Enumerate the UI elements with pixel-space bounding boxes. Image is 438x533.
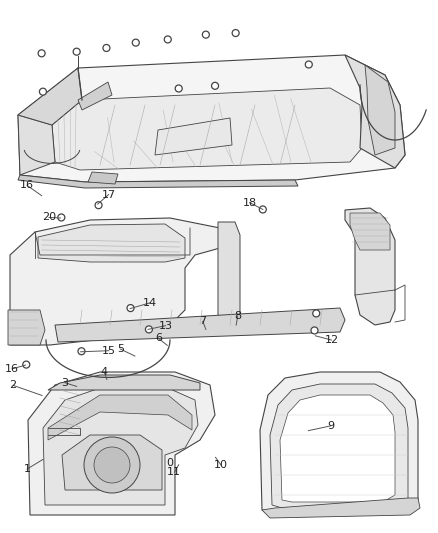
Circle shape: [311, 327, 318, 334]
Text: 13: 13: [159, 321, 173, 330]
Polygon shape: [345, 55, 405, 168]
Polygon shape: [8, 310, 45, 345]
Circle shape: [145, 326, 152, 333]
Text: 6: 6: [155, 334, 162, 343]
Polygon shape: [28, 372, 215, 515]
Polygon shape: [260, 372, 418, 515]
Polygon shape: [270, 384, 408, 508]
Circle shape: [305, 61, 312, 68]
Text: 14: 14: [143, 298, 157, 308]
Polygon shape: [62, 435, 162, 490]
Circle shape: [38, 50, 45, 57]
Polygon shape: [55, 308, 345, 342]
Polygon shape: [262, 498, 420, 518]
Text: 20: 20: [42, 213, 56, 222]
Text: 9: 9: [327, 421, 334, 431]
Polygon shape: [78, 82, 112, 110]
Polygon shape: [43, 388, 198, 505]
Polygon shape: [88, 172, 118, 184]
Circle shape: [103, 44, 110, 52]
Polygon shape: [18, 68, 82, 125]
Text: 17: 17: [102, 190, 116, 199]
Polygon shape: [155, 118, 232, 155]
Polygon shape: [345, 208, 395, 325]
Text: 10: 10: [214, 461, 228, 470]
Polygon shape: [38, 224, 185, 262]
Text: 3: 3: [61, 378, 68, 387]
Polygon shape: [48, 395, 192, 440]
Circle shape: [212, 82, 219, 90]
Text: 16: 16: [20, 181, 34, 190]
Polygon shape: [350, 213, 390, 250]
Text: 7: 7: [199, 317, 206, 326]
Polygon shape: [18, 175, 298, 188]
Text: 8: 8: [234, 311, 241, 321]
Text: 15: 15: [102, 346, 116, 356]
Circle shape: [84, 437, 140, 493]
Circle shape: [232, 29, 239, 37]
Circle shape: [202, 31, 209, 38]
Circle shape: [95, 201, 102, 209]
Circle shape: [132, 39, 139, 46]
Polygon shape: [10, 218, 220, 345]
Text: 18: 18: [243, 198, 257, 207]
Text: 16: 16: [5, 364, 19, 374]
Text: 1: 1: [24, 464, 31, 474]
Circle shape: [313, 310, 320, 317]
Text: 2: 2: [10, 381, 17, 390]
Circle shape: [259, 206, 266, 213]
Circle shape: [39, 88, 46, 95]
Polygon shape: [280, 395, 395, 502]
Polygon shape: [48, 375, 200, 390]
Polygon shape: [365, 65, 395, 155]
Polygon shape: [218, 222, 240, 320]
Circle shape: [78, 348, 85, 355]
Polygon shape: [18, 115, 55, 175]
Circle shape: [94, 447, 130, 483]
Circle shape: [175, 85, 182, 92]
Text: 11: 11: [167, 467, 181, 477]
Circle shape: [73, 48, 80, 55]
Text: 4: 4: [101, 367, 108, 377]
Polygon shape: [18, 55, 405, 182]
Circle shape: [127, 304, 134, 312]
Polygon shape: [52, 88, 362, 170]
Text: 0: 0: [166, 458, 173, 467]
Circle shape: [23, 361, 30, 368]
Circle shape: [58, 214, 65, 221]
Text: 5: 5: [117, 344, 124, 354]
Text: 12: 12: [325, 335, 339, 345]
Circle shape: [164, 36, 171, 43]
